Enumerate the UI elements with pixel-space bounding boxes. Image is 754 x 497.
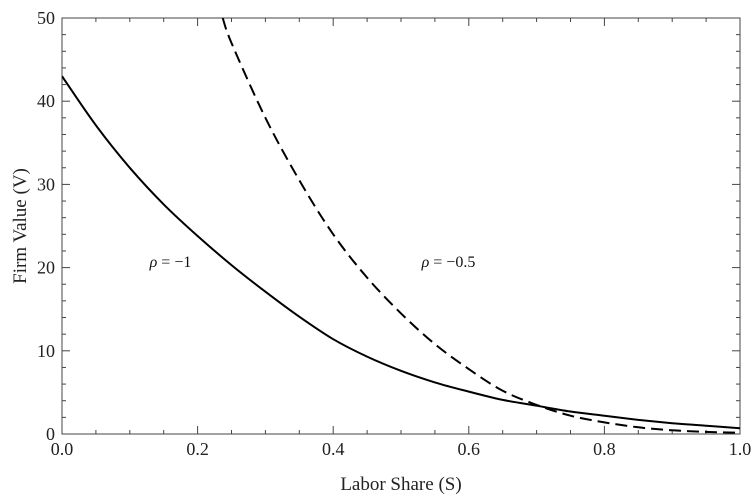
y-axis-title: Firm Value (V)	[10, 168, 31, 284]
y-tick-label: 20	[37, 258, 55, 278]
y-tick-label: 40	[37, 91, 55, 111]
series-line-2	[221, 18, 740, 434]
series-annotation-2: ρ = −0.5	[421, 254, 476, 271]
y-tick-label: 50	[37, 8, 55, 28]
x-tick-label: 1.0	[729, 439, 752, 459]
x-axis-title: Labor Share (S)	[340, 474, 461, 495]
x-tick-label: 0.6	[458, 439, 481, 459]
x-tick-label: 0.4	[322, 439, 345, 459]
x-tick-label: 0.2	[186, 439, 209, 459]
y-tick-label: 0	[46, 424, 55, 444]
y-tick-label: 10	[37, 341, 55, 361]
y-tick-label: 30	[37, 174, 55, 194]
x-tick-label: 0.0	[51, 439, 74, 459]
series-annotation-1: ρ = −1	[149, 254, 192, 271]
series-line-1	[62, 75, 740, 430]
x-tick-label: 0.8	[593, 439, 616, 459]
